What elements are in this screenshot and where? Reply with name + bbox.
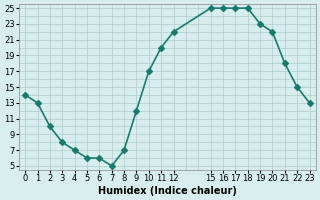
X-axis label: Humidex (Indice chaleur): Humidex (Indice chaleur): [98, 186, 237, 196]
